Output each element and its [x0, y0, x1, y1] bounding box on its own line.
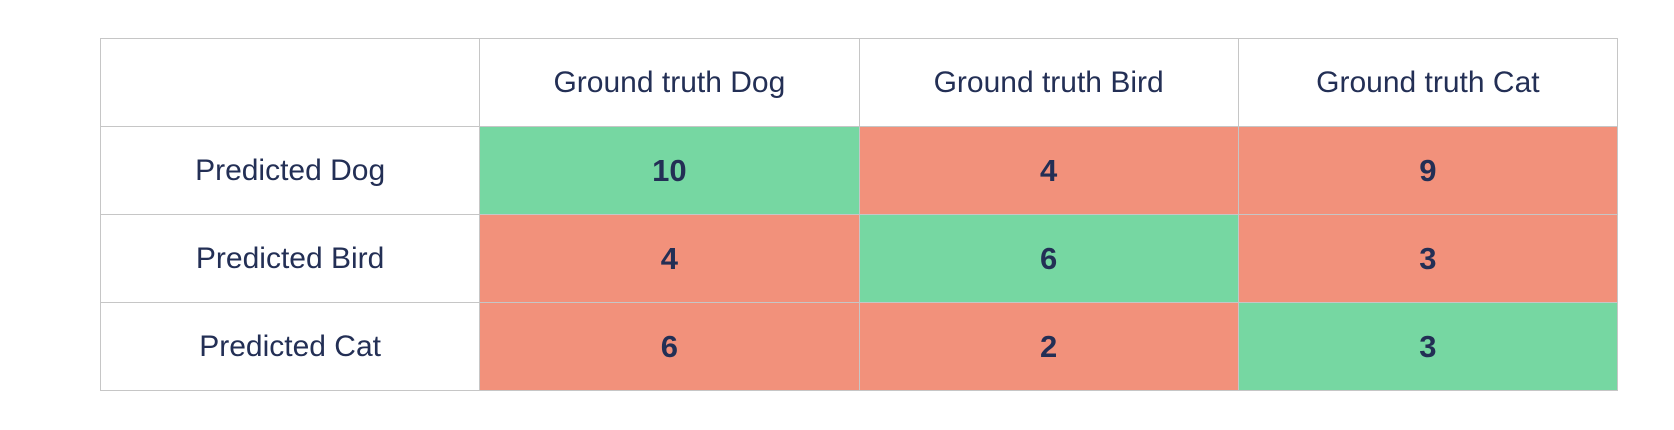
- table-row-predicted-bird: Predicted Bird 4 6 3: [99, 214, 1619, 303]
- matrix-cell: 6: [479, 302, 860, 391]
- confusion-matrix-table: Ground truth Dog Ground truth Bird Groun…: [99, 38, 1619, 391]
- matrix-cell: 3: [1237, 214, 1619, 303]
- matrix-cell: 2: [858, 302, 1239, 391]
- row-label-predicted-cat: Predicted Cat: [99, 302, 481, 391]
- header-row: Ground truth Dog Ground truth Bird Groun…: [99, 38, 1619, 127]
- matrix-cell: 4: [858, 126, 1239, 215]
- row-label-predicted-dog: Predicted Dog: [99, 126, 481, 215]
- matrix-cell: 10: [479, 126, 860, 215]
- matrix-cell: 3: [1237, 302, 1619, 391]
- matrix-cell: 9: [1237, 126, 1619, 215]
- matrix-cell: 4: [479, 214, 860, 303]
- corner-cell: [99, 38, 481, 127]
- row-label-predicted-bird: Predicted Bird: [99, 214, 481, 303]
- table-row-predicted-cat: Predicted Cat 6 2 3: [99, 302, 1619, 391]
- confusion-matrix-container: Ground truth Dog Ground truth Bird Groun…: [99, 38, 1619, 391]
- matrix-cell: 6: [858, 214, 1239, 303]
- column-header-ground-truth-cat: Ground truth Cat: [1237, 38, 1619, 127]
- table-row-predicted-dog: Predicted Dog 10 4 9: [99, 126, 1619, 215]
- column-header-ground-truth-bird: Ground truth Bird: [858, 38, 1239, 127]
- column-header-ground-truth-dog: Ground truth Dog: [479, 38, 860, 127]
